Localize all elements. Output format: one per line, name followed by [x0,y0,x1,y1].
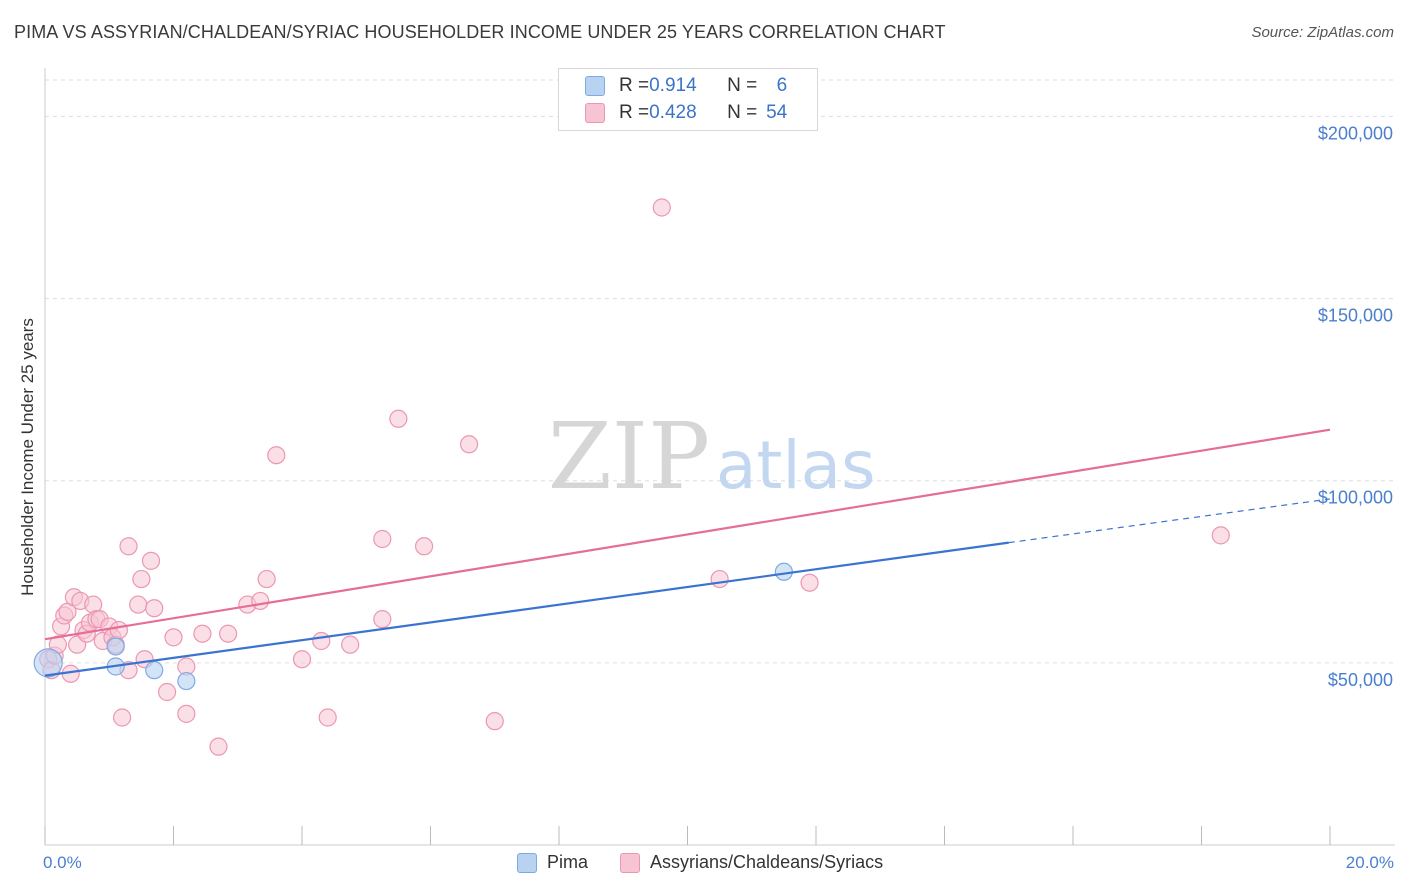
watermark-atlas: atlas [716,427,876,504]
bottom-legend: Pima Assyrians/Chaldeans/Syriacs [517,852,883,873]
assyrian-point [129,595,148,614]
pima-legend-swatch [517,852,537,873]
assyrian-point [292,650,312,669]
assyrian-point [414,537,434,556]
y-tick-label: $100,000 [1318,488,1393,508]
assyrian-point [341,635,360,654]
y-tick-labels: $50,000 $100,000 $150,000 $200,000 [1318,123,1393,689]
pima-point [33,648,63,678]
assyrian-point [141,551,161,570]
legend-r-label: R = [619,75,650,96]
assyrian-point [318,708,337,727]
assyrian-point [112,708,132,727]
assyrian-trend-line [44,428,1331,641]
pima-point [145,661,164,680]
pima-legend-label: Pima [547,852,589,872]
legend-n-label: N = [727,75,758,96]
watermark-zip: ZIP [548,403,710,510]
legend-n-value-pima: 6 [776,75,788,96]
assyrian-point [485,712,504,731]
legend-row-assyrian: R = 0.428 N = 54 [585,100,787,126]
assyrian-point [145,599,164,618]
assyrian-point [209,737,228,756]
x-tick-labels: 0.0% 20.0% [43,853,1394,872]
axes [44,68,1395,846]
assyrian-point [193,624,212,643]
assyrian-point [1211,526,1230,545]
assyrian-point [373,529,392,549]
assyrian-point [132,569,151,589]
trend-lines [44,428,1331,677]
assyrian-point [800,573,819,592]
assyrian-point [251,591,270,611]
pima-trend-extension [1008,498,1331,544]
assyrian-point [373,610,392,629]
assyrian-point [652,198,671,217]
assyrian-legend-label: Assyrians/Chaldeans/Syriacs [650,852,884,872]
legend-r-value-assyrian: 0.428 [649,102,697,123]
assyrian-point [157,682,177,702]
assyrian-legend-swatch [620,852,641,873]
pima-swatch [585,76,605,96]
assyrian-point [219,624,238,643]
assyrian-point [459,435,479,454]
legend-r-value-pima: 0.914 [649,75,697,96]
assyrian-point [389,409,408,428]
assyrian-point [164,628,183,647]
assyrian-point [109,620,128,640]
assyrian-swatch [585,103,605,123]
legend-r-label: R = [619,102,650,123]
pima-point [106,637,125,656]
legend-n-label: N = [727,102,758,123]
legend: R = 0.914 N = 6 R = 0.428 N = 54 [558,68,818,131]
y-tick-label: $200,000 [1318,123,1393,143]
y-tick-label: $50,000 [1328,670,1393,690]
assyrian-point [710,569,729,589]
source-label: Source: ZipAtlas.com [1251,24,1394,41]
pima-point [177,671,196,691]
assyrian-point [119,537,138,556]
legend-row-pima: R = 0.914 N = 6 [585,73,787,99]
x-tick-label-min: 0.0% [43,853,82,872]
x-tick-label-max: 20.0% [1346,853,1394,872]
assyrian-point [312,631,331,651]
pima-trend-line [44,541,1009,677]
assyrian-point [257,569,276,589]
assyrian-point [177,704,196,723]
legend-n-value-assyrian: 54 [766,102,788,123]
assyrian-point [267,446,286,465]
y-tick-label: $150,000 [1318,306,1393,326]
chart-title: PIMA VS ASSYRIAN/CHALDEAN/SYRIAC HOUSEHO… [14,22,946,42]
